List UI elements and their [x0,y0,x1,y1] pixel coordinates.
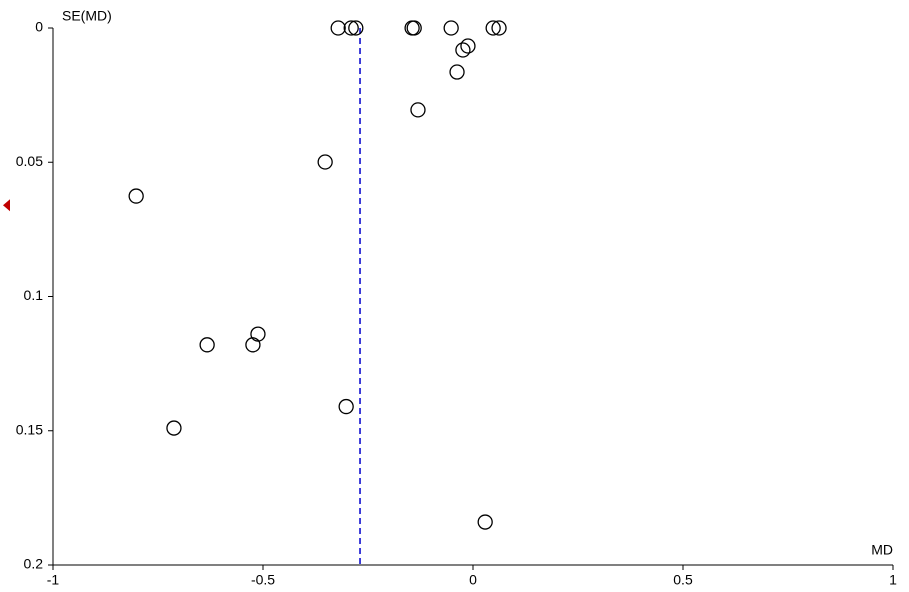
point [343,20,359,36]
point [443,20,459,36]
point [449,64,465,80]
point [330,20,346,36]
point [250,326,266,342]
y-tick-label: 0.2 [24,556,44,572]
point [406,20,422,36]
x-tick-label: -0.5 [251,572,275,588]
x-tick-label: 0.5 [673,572,693,588]
y-tick-label: 0.05 [16,153,43,169]
x-tick-label: 0 [469,572,477,588]
point [477,514,493,530]
point [317,154,333,170]
point [128,188,144,204]
y-tick-label: 0.1 [24,287,44,303]
point [460,38,476,54]
x-axis-label: MD [871,542,893,558]
y-axis-label: SE(MD) [62,8,112,24]
x-tick-label: -1 [47,572,60,588]
point [199,337,215,353]
point [491,20,507,36]
y-tick-label: 0 [35,19,43,35]
point [410,102,426,118]
axis-marker [3,199,10,212]
point [455,42,471,58]
point [245,337,261,353]
point [348,20,364,36]
point [166,420,182,436]
y-tick-label: 0.15 [16,421,43,437]
point [485,20,501,36]
point [338,398,354,415]
x-tick-label: 1 [889,572,897,588]
